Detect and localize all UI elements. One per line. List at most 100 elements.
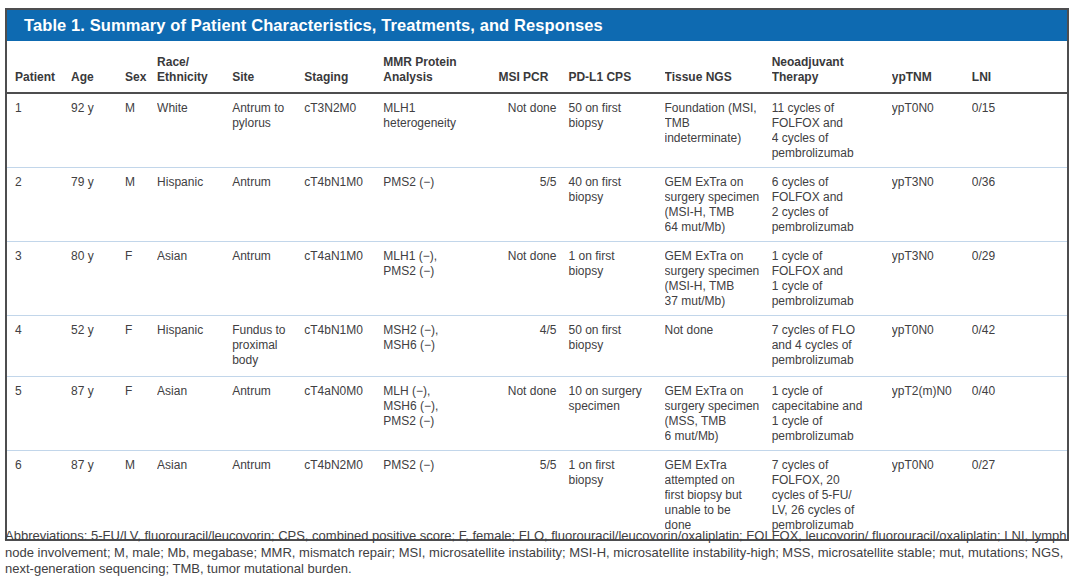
table-cell: 80 y [71,242,125,316]
table-cell: MLH1 (−), PMS2 (−) [383,242,498,316]
column-header: Patient [7,41,71,93]
table-cell: cT4bN2M0 [304,451,383,540]
table-cell: 40 on first biopsy [568,168,664,242]
table-cell: ypT3N0 [892,168,972,242]
table-cell: Hispanic [157,168,232,242]
table-row: 380 yFAsianAntrumcT4aN1M0MLH1 (−), PMS2 … [7,242,1067,316]
header-row: PatientAgeSexRace/ EthnicitySiteStagingM… [7,41,1067,93]
table-cell: White [157,93,232,168]
table-cell: 1 [7,93,71,168]
column-header: Site [232,41,304,93]
table-cell: PMS2 (−) [383,168,498,242]
table-cell: MSH2 (−), MSH6 (−) [383,316,498,377]
table-cell: GEM ExTra on surgery specimen (MSI-H, TM… [665,242,772,316]
table-title-bar: Table 1. Summary of Patient Characterist… [7,10,1067,41]
table-row: 587 yFAsianAntrumcT4aN0M0MLH (−), MSH6 (… [7,377,1067,451]
table-cell: 7 cycles of FOLFOX, 20 cycles of 5-FU/ L… [772,451,892,540]
table-cell: ypT3N0 [892,242,972,316]
table-cell: 1 cycle of capecitabine and 1 cycle of p… [772,377,892,451]
table-cell: 92 y [71,93,125,168]
table-cell: MLH (−), MSH6 (−), PMS2 (−) [383,377,498,451]
table-cell: Not done [498,377,568,451]
table-row: 192 yMWhiteAntrum to pyloruscT3N2M0MLH1 … [7,93,1067,168]
table-cell: F [125,242,157,316]
table-cell: ypT0N0 [892,451,972,540]
table-cell: M [125,93,157,168]
table-cell: Asian [157,377,232,451]
column-header: Tissue NGS [665,41,772,93]
table-cell: ypT2(m)N0 [892,377,972,451]
table-cell: cT3N2M0 [304,93,383,168]
table-cell: 5 [7,377,71,451]
table-cell: GEM ExTra on surgery specimen (MSS, TMB … [665,377,772,451]
table-cell: ypT0N0 [892,316,972,377]
table-cell: Foundation (MSI, TMB indeterminate) [665,93,772,168]
table-cell: 0/15 [972,93,1067,168]
table-cell: 11 cycles of FOLFOX and 4 cycles of pemb… [772,93,892,168]
table-cell: 7 cycles of FLO and 4 cycles of pembroli… [772,316,892,377]
table-title: Table 1. Summary of Patient Characterist… [24,16,603,35]
table-cell: MLH1 heterogeneity [383,93,498,168]
table-row: 687 yMAsianAntrumcT4bN2M0PMS2 (−)5/51 on… [7,451,1067,540]
abbreviations-footnote: Abbreviations: 5-FU/LV, fluorouracil/leu… [5,528,1075,578]
table-cell: Hispanic [157,316,232,377]
table-cell: 0/42 [972,316,1067,377]
table-cell: 5/5 [498,451,568,540]
table-cell: 6 [7,451,71,540]
table-cell: 87 y [71,377,125,451]
table-cell: 1 on first biopsy [568,451,664,540]
table-cell: 3 [7,242,71,316]
table-cell: 79 y [71,168,125,242]
table-cell: Asian [157,451,232,540]
table-cell: M [125,168,157,242]
table-cell: cT4aN0M0 [304,377,383,451]
column-header: PD-L1 CPS [568,41,664,93]
column-header: Neoadjuvant Therapy [772,41,892,93]
table-cell: Antrum [232,168,304,242]
column-header: Staging [304,41,383,93]
table-cell: M [125,451,157,540]
column-header: Age [71,41,125,93]
table-cell: Not done [498,242,568,316]
table-cell: PMS2 (−) [383,451,498,540]
table-cell: F [125,316,157,377]
table-cell: ypT0N0 [892,93,972,168]
table-cell: Antrum [232,242,304,316]
table-cell: 0/36 [972,168,1067,242]
table-cell: GEM ExTra attempted on first biopsy but … [665,451,772,540]
table-cell: 6 cycles of FOLFOX and 2 cycles of pembr… [772,168,892,242]
table-cell: cT4aN1M0 [304,242,383,316]
table-cell: 4/5 [498,316,568,377]
table-container: Table 1. Summary of Patient Characterist… [5,8,1069,541]
table-cell: Not done [498,93,568,168]
column-header: ypTNM [892,41,972,93]
column-header: MSI PCR [498,41,568,93]
column-header: Sex [125,41,157,93]
table-row: 279 yMHispanicAntrumcT4bN1M0PMS2 (−)5/54… [7,168,1067,242]
table-cell: 10 on surgery specimen [568,377,664,451]
table-body: 192 yMWhiteAntrum to pyloruscT3N2M0MLH1 … [7,93,1067,539]
table-cell: 2 [7,168,71,242]
table-cell: Asian [157,242,232,316]
table-cell: 5/5 [498,168,568,242]
table-cell: GEM ExTra on surgery specimen (MSI-H, TM… [665,168,772,242]
table-cell: 0/27 [972,451,1067,540]
table-cell: 1 cycle of FOLFOX and 1 cycle of pembrol… [772,242,892,316]
table-cell: Antrum [232,377,304,451]
table-cell: 87 y [71,451,125,540]
table-cell: 50 on first biopsy [568,93,664,168]
table-cell: F [125,377,157,451]
table-cell: 4 [7,316,71,377]
column-header: MMR Protein Analysis [383,41,498,93]
table-row: 452 yFHispanicFundus to proximal bodycT4… [7,316,1067,377]
table-cell: 0/29 [972,242,1067,316]
column-header: LNI [972,41,1067,93]
table-cell: 0/40 [972,377,1067,451]
table-cell: Not done [665,316,772,377]
table-cell: Fundus to proximal body [232,316,304,377]
table-cell: Antrum [232,451,304,540]
table-cell: 50 on first biopsy [568,316,664,377]
table-cell: cT4bN1M0 [304,168,383,242]
column-header: Race/ Ethnicity [157,41,232,93]
table-cell: 52 y [71,316,125,377]
